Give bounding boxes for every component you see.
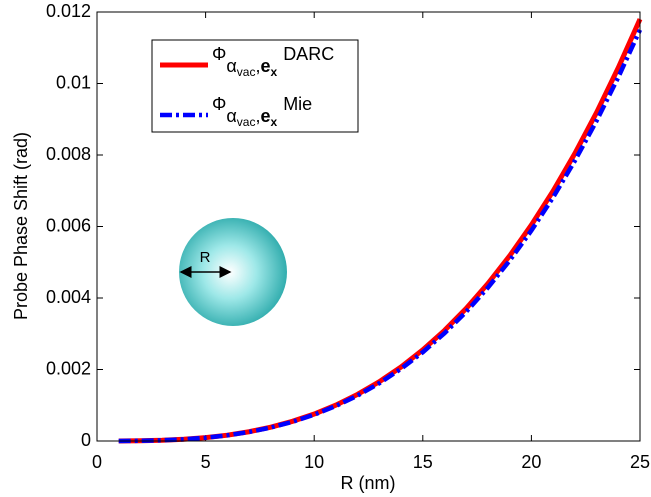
x-tick-label: 25 [630,452,650,472]
legend-symbol: Φ [212,94,226,114]
y-tick-label: 0.01 [56,72,91,92]
y-tick-label: 0.012 [46,1,91,21]
legend-symbol: vac [237,65,256,79]
inset-sphere: R [179,218,287,326]
legend-label: Φαvac,ex DARC [212,44,334,79]
x-tick-label: 20 [521,452,541,472]
y-tick-label: 0.002 [46,358,91,378]
y-tick-label: 0 [81,430,91,450]
legend-symbol: x [271,115,278,129]
legend-symbol: α [226,56,236,76]
legend-symbol: Φ [212,44,226,64]
x-tick-label: 0 [92,452,102,472]
sphere [179,218,287,326]
x-tick-label: 5 [201,452,211,472]
x-tick-label: 15 [413,452,433,472]
legend-symbol: , [255,106,260,126]
legend-symbol: vac [237,115,256,129]
legend-symbol: , [255,56,260,76]
legend-symbol: e [260,56,270,76]
series-line [118,28,643,444]
x-tick-label: 10 [304,452,324,472]
legend-label: Φαvac,ex Mie [212,94,312,129]
legend-symbol: α [226,106,236,126]
plot-frame [96,11,641,442]
legend-symbol: e [260,106,270,126]
legend-symbol: x [271,65,278,79]
y-axis-label: Probe Phase Shift (rad) [11,132,31,320]
x-axis-label: R (nm) [341,473,396,493]
legend-name: Mie [283,94,312,114]
y-tick-label: 0.006 [46,215,91,235]
y-tick-label: 0.004 [46,287,91,307]
y-tick-label: 0.008 [46,144,91,164]
radius-label: R [200,249,211,266]
legend-name: DARC [283,44,334,64]
